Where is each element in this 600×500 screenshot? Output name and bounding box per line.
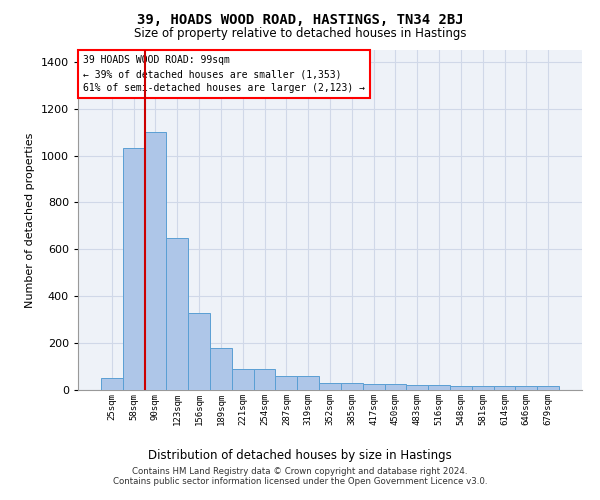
Text: 39 HOADS WOOD ROAD: 99sqm
← 39% of detached houses are smaller (1,353)
61% of se: 39 HOADS WOOD ROAD: 99sqm ← 39% of detac… <box>83 55 365 93</box>
Bar <box>406 386 428 390</box>
Bar <box>166 238 188 390</box>
Y-axis label: Number of detached properties: Number of detached properties <box>25 132 35 308</box>
Bar <box>123 148 145 390</box>
Bar <box>210 348 232 390</box>
Text: Distribution of detached houses by size in Hastings: Distribution of detached houses by size … <box>148 450 452 462</box>
Bar <box>385 384 406 390</box>
Bar <box>297 376 319 390</box>
Text: Size of property relative to detached houses in Hastings: Size of property relative to detached ho… <box>134 28 466 40</box>
Bar <box>428 386 450 390</box>
Text: Contains HM Land Registry data © Crown copyright and database right 2024.: Contains HM Land Registry data © Crown c… <box>132 467 468 476</box>
Text: 39, HOADS WOOD ROAD, HASTINGS, TN34 2BJ: 39, HOADS WOOD ROAD, HASTINGS, TN34 2BJ <box>137 12 463 26</box>
Bar <box>450 386 472 390</box>
Bar <box>254 369 275 390</box>
Bar <box>232 369 254 390</box>
Bar <box>101 378 123 390</box>
Bar <box>341 383 363 390</box>
Text: Contains public sector information licensed under the Open Government Licence v3: Contains public sector information licen… <box>113 477 487 486</box>
Bar <box>515 386 537 390</box>
Bar <box>275 376 297 390</box>
Bar <box>188 312 210 390</box>
Bar <box>472 386 494 390</box>
Bar <box>363 384 385 390</box>
Bar <box>537 386 559 390</box>
Bar <box>319 383 341 390</box>
Bar <box>494 386 515 390</box>
Bar <box>145 132 166 390</box>
